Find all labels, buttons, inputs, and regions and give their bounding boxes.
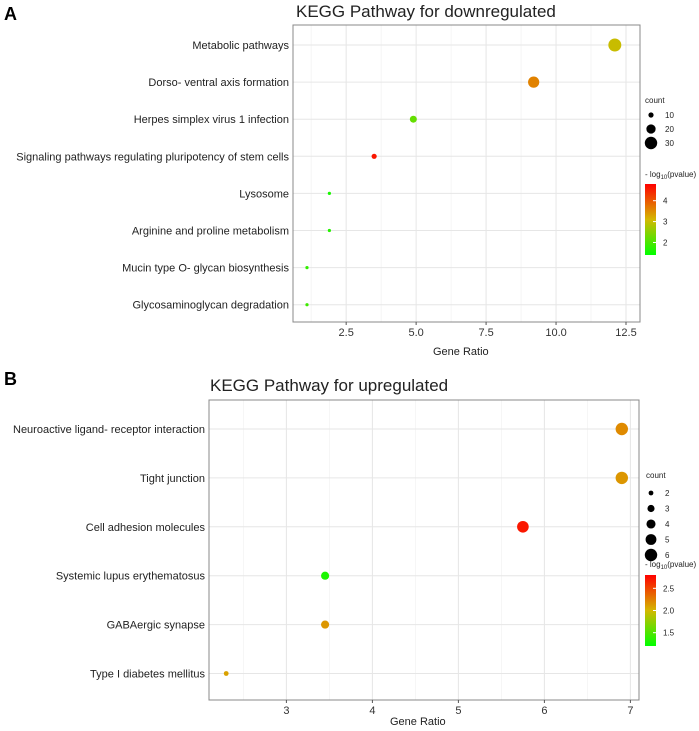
panel-label-b: B <box>4 369 17 389</box>
panel-b-x-ticks: 3 4 5 6 7 <box>283 700 633 717</box>
panel-b-color-legend-title: - log10(pvalue) <box>645 560 696 571</box>
size-legend-dot <box>646 519 656 529</box>
x-tick-label: 4 <box>369 705 375 717</box>
panel-a-size-legend-title: count <box>645 96 665 105</box>
category-label: Tight junction <box>140 473 205 485</box>
category-label: Herpes simplex virus 1 infection <box>134 114 289 126</box>
category-label: GABAergic synapse <box>107 620 205 632</box>
data-point <box>528 76 540 88</box>
category-label: Neuroactive ligand- receptor interaction <box>13 424 205 436</box>
panel-a-x-ticks: 2.5 5.0 7.5 10.0 12.5 <box>339 322 637 339</box>
data-point <box>223 671 229 676</box>
data-point <box>321 571 330 580</box>
legend-title-suffix: (pvalue) <box>667 170 696 179</box>
size-legend-label: 4 <box>665 520 670 529</box>
data-point <box>615 471 628 485</box>
panel-a-x-axis-label: Gene Ratio <box>433 346 489 358</box>
legend-title-subscript: 10 <box>661 175 668 181</box>
category-label: Cell adhesion molecules <box>86 522 206 534</box>
data-point <box>321 620 330 629</box>
panel-b-colorbar <box>645 575 656 646</box>
size-legend-dot <box>647 504 655 513</box>
legend-title-prefix: - log <box>645 170 661 179</box>
panel-b-size-legend: count 2 3 4 5 6 <box>644 471 670 562</box>
data-point <box>305 303 309 307</box>
panel-a-category-labels: Metabolic pathways Dorso- ventral axis fo… <box>16 40 289 312</box>
data-point <box>327 228 331 233</box>
panel-a-size-legend: count 10 20 30 <box>644 96 674 150</box>
legend-title-subscript: 10 <box>661 565 668 571</box>
x-tick-label: 10.0 <box>545 327 566 339</box>
x-tick-label: 6 <box>541 705 547 717</box>
size-legend-dot <box>646 124 656 134</box>
size-legend-dot <box>648 490 654 496</box>
data-point <box>305 266 309 270</box>
data-point <box>615 422 628 436</box>
x-tick-label: 5.0 <box>408 327 423 339</box>
panel-b-color-legend: - log10(pvalue) 1.5 2.0 2.5 <box>645 560 696 646</box>
data-point <box>371 153 377 159</box>
category-label: Signaling pathways regulating pluripoten… <box>16 151 289 163</box>
size-legend-label: 6 <box>665 551 670 560</box>
x-tick-label: 7.5 <box>478 327 493 339</box>
colorbar-tick-label: 2.0 <box>663 607 675 616</box>
size-legend-dot <box>644 548 658 562</box>
size-legend-label: 10 <box>665 111 674 120</box>
size-legend-label: 20 <box>665 125 674 134</box>
panel-a-color-legend-title: - log10(pvalue) <box>645 170 696 181</box>
panel-a-plot-area <box>292 24 641 323</box>
legend-title-suffix: (pvalue) <box>667 560 696 569</box>
data-point <box>517 520 529 533</box>
size-legend-label: 3 <box>665 505 670 514</box>
panel-b-grid <box>209 400 639 700</box>
legend-title-prefix: - log <box>645 560 661 569</box>
colorbar-tick-label: 2 <box>663 238 668 247</box>
x-tick-label: 2.5 <box>339 327 354 339</box>
x-tick-label: 12.5 <box>615 327 636 339</box>
panel-b-size-legend-title: count <box>646 471 666 480</box>
category-label: Systemic lupus erythematosus <box>56 571 206 583</box>
panel-b-category-labels: Neuroactive ligand- receptor interaction… <box>13 424 205 681</box>
colorbar-tick-label: 3 <box>663 218 668 227</box>
category-label: Type I diabetes mellitus <box>90 669 205 681</box>
panel-b-points <box>223 422 628 676</box>
panel-a-color-legend: - log10(pvalue) 2 3 4 <box>645 170 696 255</box>
size-legend-label: 2 <box>665 489 670 498</box>
colorbar-tick-label: 2.5 <box>663 584 675 593</box>
panel-a-title: KEGG Pathway for downregulated <box>296 2 556 21</box>
panel-a: A KEGG Pathway for downregulated Metabol… <box>4 2 696 358</box>
colorbar-tick-label: 4 <box>663 197 668 206</box>
size-legend-label: 30 <box>665 139 674 148</box>
size-legend-dot <box>644 136 658 150</box>
panel-b-plot-area <box>208 399 640 701</box>
panel-a-points <box>305 38 622 307</box>
category-label: Arginine and proline metabolism <box>132 226 289 238</box>
category-label: Metabolic pathways <box>192 40 289 52</box>
category-label: Dorso- ventral axis formation <box>148 77 289 89</box>
size-legend-dot <box>648 112 654 118</box>
x-tick-label: 7 <box>627 705 633 717</box>
size-legend-dot <box>645 534 657 545</box>
panel-b: B KEGG Pathway for upregulated Neuroacti… <box>4 369 696 728</box>
category-label: Mucin type O- glycan biosynthesis <box>122 263 289 275</box>
colorbar-tick-label: 1.5 <box>663 629 675 638</box>
data-point <box>327 191 331 195</box>
data-point <box>608 38 622 52</box>
size-legend-label: 5 <box>665 536 670 545</box>
data-point <box>409 115 417 123</box>
category-label: Lysosome <box>239 188 289 200</box>
panel-label-a: A <box>4 4 17 24</box>
panel-a-grid <box>293 25 640 322</box>
x-tick-label: 3 <box>283 705 289 717</box>
panel-b-x-axis-label: Gene Ratio <box>390 716 446 728</box>
x-tick-label: 5 <box>455 705 461 717</box>
panel-b-title: KEGG Pathway for upregulated <box>210 376 448 395</box>
panel-a-colorbar <box>645 184 656 255</box>
category-label: Glycosaminoglycan degradation <box>132 300 289 312</box>
